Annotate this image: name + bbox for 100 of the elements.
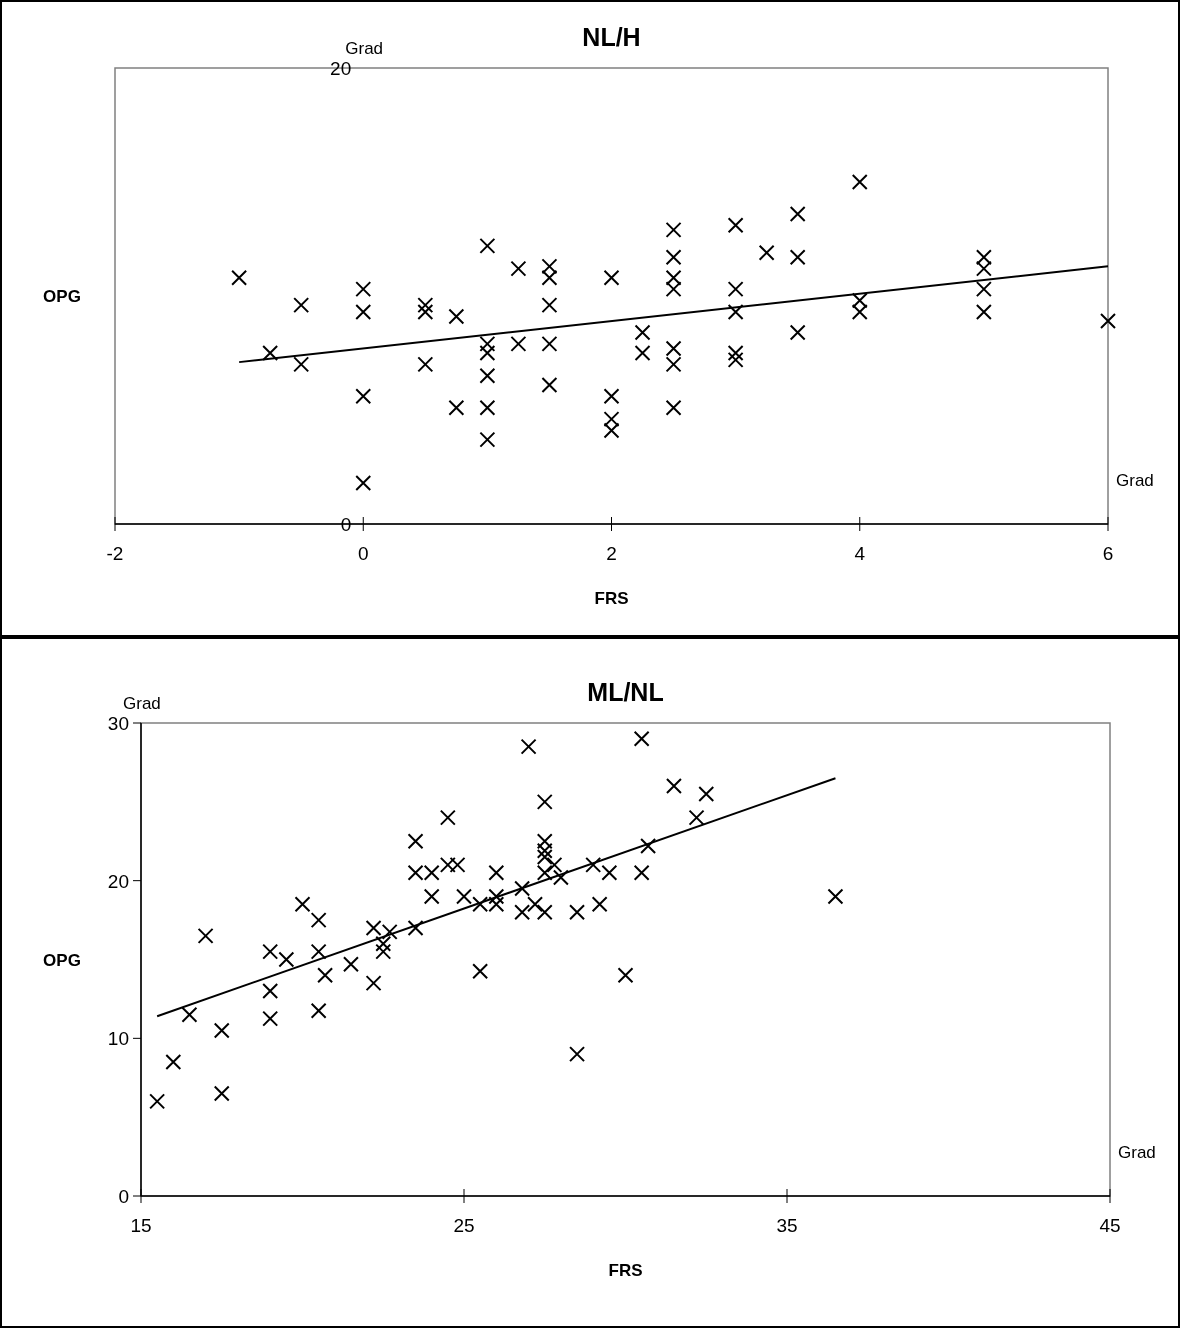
point: [603, 269, 620, 286]
point: [617, 967, 634, 984]
point: [688, 809, 705, 826]
y-tick-label: 0: [118, 1186, 129, 1207]
point: [665, 221, 682, 238]
point: [591, 896, 608, 913]
point: [665, 399, 682, 416]
point: [262, 345, 279, 361]
point: [456, 888, 472, 905]
point: [479, 335, 496, 352]
point: [727, 345, 744, 361]
point: [472, 963, 489, 980]
point: [975, 260, 992, 277]
point: [1100, 313, 1116, 330]
point: [536, 849, 553, 866]
point: [698, 785, 715, 802]
point: [827, 888, 844, 905]
point: [727, 281, 744, 298]
point: [541, 335, 558, 352]
point: [633, 730, 650, 747]
point: [569, 1046, 586, 1063]
point: [355, 388, 372, 405]
point: [407, 833, 424, 850]
text: Grad: [1116, 471, 1154, 490]
point: [665, 249, 682, 266]
point: [789, 249, 806, 266]
point: [310, 912, 327, 929]
point: [541, 258, 558, 275]
x-axis-title: FRS: [594, 589, 629, 608]
point: [294, 896, 311, 913]
point: [603, 388, 620, 405]
point: [727, 351, 744, 368]
point: [727, 303, 744, 320]
point: [149, 1093, 166, 1110]
point: [665, 778, 682, 795]
point: [975, 281, 992, 298]
point: [789, 324, 806, 341]
point: [640, 837, 657, 854]
point: [310, 943, 327, 960]
point: [634, 345, 651, 361]
point: [375, 943, 392, 960]
point: [536, 842, 553, 859]
point: [407, 919, 424, 936]
point: [514, 880, 531, 897]
point: [213, 1022, 230, 1039]
point: [569, 904, 586, 921]
point: [417, 297, 434, 314]
y-tick-label: 20: [107, 870, 129, 892]
point: [536, 833, 553, 850]
point: [851, 303, 868, 320]
y-axis-title: OPG: [43, 287, 81, 306]
point: [213, 1085, 230, 1102]
point: [293, 356, 310, 373]
point: [536, 864, 553, 881]
point: [665, 269, 682, 286]
text: Grad: [123, 694, 161, 713]
point: [851, 174, 868, 190]
point: [488, 864, 505, 881]
point: [603, 422, 620, 439]
point: [262, 943, 279, 960]
point: [355, 474, 372, 491]
point: [541, 297, 558, 314]
point: [975, 303, 992, 320]
point: [585, 856, 602, 873]
point: [536, 904, 553, 921]
x-tick-label: 6: [1102, 543, 1114, 564]
y-tick-label: 20: [330, 58, 352, 79]
point: [262, 983, 279, 1000]
point: [541, 269, 558, 286]
point: [479, 431, 496, 448]
point: [665, 281, 682, 298]
x-tick-label: 15: [130, 1215, 152, 1236]
point: [439, 856, 456, 873]
x-tick-label: 4: [854, 543, 866, 564]
point: [293, 297, 310, 314]
text: Grad: [345, 39, 384, 58]
point: [975, 249, 992, 266]
point: [546, 856, 563, 873]
point: [552, 869, 569, 886]
point: [365, 975, 382, 992]
x-tick-label: 0: [357, 543, 369, 564]
point: [758, 244, 775, 261]
point: [417, 303, 434, 320]
point: [510, 335, 527, 352]
x-tick-label: 45: [1099, 1215, 1121, 1236]
chart-title: NL/H: [582, 23, 641, 51]
point: [520, 738, 537, 755]
point: [448, 308, 465, 325]
chart-title: ML/NL: [587, 678, 664, 706]
point: [536, 793, 553, 810]
point: [479, 399, 496, 416]
point: [375, 935, 392, 952]
point: [355, 303, 372, 320]
x-tick-label: 25: [453, 1215, 475, 1236]
point: [479, 367, 496, 384]
text: Grad: [1118, 1143, 1156, 1162]
point: [417, 356, 434, 373]
point: [541, 376, 558, 393]
point: [851, 292, 868, 309]
point: [439, 809, 456, 826]
